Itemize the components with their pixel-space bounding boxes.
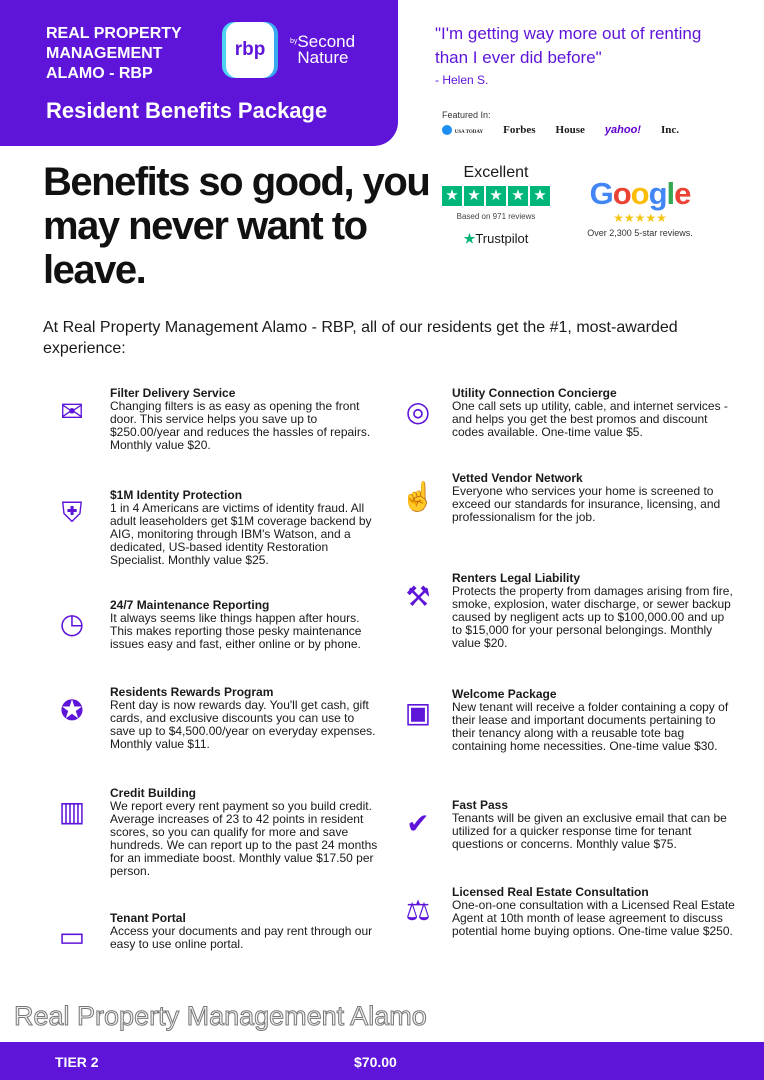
logo-by: by (290, 38, 298, 45)
star-rating-icon: ★★★★★ (613, 211, 667, 225)
gavel-icon: ⚒ (405, 580, 431, 612)
benefit-title: Licensed Real Estate Consultation (452, 885, 649, 899)
benefit-item: Vetted Vendor Network Everyone who servic… (452, 472, 737, 524)
testimonial-author: - Helen S. (435, 73, 489, 87)
credit-chart-icon: ▥ (58, 795, 86, 827)
inc-logo: Inc. (660, 124, 679, 136)
benefit-item: $1M Identity Protection 1 in 4 Americans … (110, 489, 382, 567)
star-icon: ★ (463, 231, 476, 246)
benefit-description: Protects the property from damages arisi… (452, 584, 733, 650)
yahoo-logo: yahoo! (604, 124, 641, 136)
benefit-title: Residents Rewards Program (110, 685, 274, 699)
benefit-title: Credit Building (110, 786, 196, 800)
benefit-item: Licensed Real Estate Consultation One-on-… (452, 886, 737, 938)
benefit-title: Fast Pass (452, 798, 509, 812)
usa-today-logo: USA TODAY (442, 124, 483, 136)
brand-name: REAL PROPERTY MANAGEMENT ALAMO - RBP (46, 25, 182, 82)
benefit-item: Tenant Portal Access your documents and p… (110, 912, 382, 951)
star-rating-icon: ★★★★★ (440, 186, 552, 206)
benefit-item: 24/7 Maintenance Reporting It always seem… (110, 599, 382, 651)
benefit-title: Renters Legal Liability (452, 571, 581, 585)
laptop-icon: ▭ (58, 920, 86, 952)
rewards-badge-icon: ✪ (60, 694, 84, 726)
google-reviews: Over 2,300 5-star reviews. (587, 228, 693, 238)
clock-icon: ◷ (59, 607, 85, 639)
benefit-item: Filter Delivery Service Changing filters … (110, 387, 382, 452)
trustpilot-rating: Excellent (463, 164, 529, 181)
benefit-title: $1M Identity Protection (110, 488, 243, 502)
watermark: Real Property Management Alamo (14, 1001, 428, 1032)
identity-protection-icon: ⛨ (61, 496, 83, 528)
utility-dial-icon: ◎ (405, 395, 431, 427)
intro-text: At Real Property Management Alamo - RBP,… (43, 319, 678, 357)
benefit-description: One call sets up utility, cable, and int… (452, 399, 728, 439)
benefit-title: Vetted Vendor Network (452, 471, 583, 485)
benefit-description: We report every rent payment so you buil… (110, 799, 378, 878)
headline: Benefits so good, you may never want to … (43, 160, 431, 292)
benefit-item: Credit Building We report every rent paym… (110, 787, 382, 878)
benefit-title: Filter Delivery Service (110, 386, 236, 400)
tier-label: TIER 2 (55, 1054, 99, 1070)
benefit-title: Welcome Package (452, 687, 557, 701)
fast-pass-check-icon: ✔ (406, 807, 430, 839)
benefit-description: New tenant will receive a folder contain… (452, 700, 729, 753)
benefit-description: Everyone who services your home is scree… (452, 484, 721, 524)
press-logos: USA TODAY Forbes House yahoo! Inc. (442, 124, 679, 136)
featured-label: Featured In: (442, 110, 491, 120)
google-logo: Google (589, 176, 692, 211)
benefit-description: It always seems like things happen after… (110, 611, 362, 651)
google-badge: Google ★★★★★ Over 2,300 5-star reviews. (578, 176, 702, 238)
trustpilot-based: Based on 971 reviews (456, 212, 536, 221)
benefit-description: Tenants will be given an exclusive email… (452, 811, 727, 851)
benefit-description: Rent day is now rewards day. You'll get … (110, 698, 376, 751)
tier-price: $70.00 (354, 1054, 397, 1070)
benefit-description: Changing filters is as easy as opening t… (110, 399, 371, 452)
thumbs-up-icon: ☝ (400, 480, 436, 512)
package-title: Resident Benefits Package (46, 98, 328, 123)
second-nature-logo: bySecond Nature (290, 32, 367, 67)
benefit-description: 1 in 4 Americans are victims of identity… (110, 501, 372, 567)
logo-sub: Second Nature (297, 32, 356, 67)
trustpilot-badge: Excellent ★ ★ ★ ★ ★ Based on 971 reviews ★Tr… (440, 164, 552, 247)
forbes-logo: Forbes (503, 124, 536, 136)
benefit-item: Fast Pass Tenants will be given an exclus… (452, 799, 737, 851)
footer-bar: TIER 2 $70.00 (0, 1042, 764, 1080)
trustpilot-logo: ★Trustpilot (463, 231, 529, 246)
benefit-title: Tenant Portal (110, 911, 186, 925)
benefit-title: 24/7 Maintenance Reporting (110, 598, 270, 612)
rbp-logo: rbp (226, 22, 274, 78)
benefit-item: Welcome Package New tenant will receive a… (452, 688, 737, 753)
testimonial-quote: "I'm getting way more out of renting tha… (435, 24, 702, 67)
benefit-description: One-on-one consultation with a Licensed … (452, 898, 735, 938)
benefit-item: Residents Rewards Program Rent day is now… (110, 686, 382, 751)
benefit-title: Utility Connection Concierge (452, 386, 617, 400)
house-logo: House (555, 124, 585, 136)
welcome-box-icon: ▣ (404, 696, 432, 728)
filter-delivery-icon: ✉ (60, 395, 84, 427)
benefit-item: Renters Legal Liability Protects the prop… (452, 572, 737, 650)
header-banner: REAL PROPERTY MANAGEMENT ALAMO - RBP rbp… (0, 0, 398, 146)
scales-icon: ⚖ (405, 894, 431, 926)
benefit-description: Access your documents and pay rent throu… (110, 924, 373, 951)
benefit-item: Utility Connection Concierge One call set… (452, 387, 737, 439)
